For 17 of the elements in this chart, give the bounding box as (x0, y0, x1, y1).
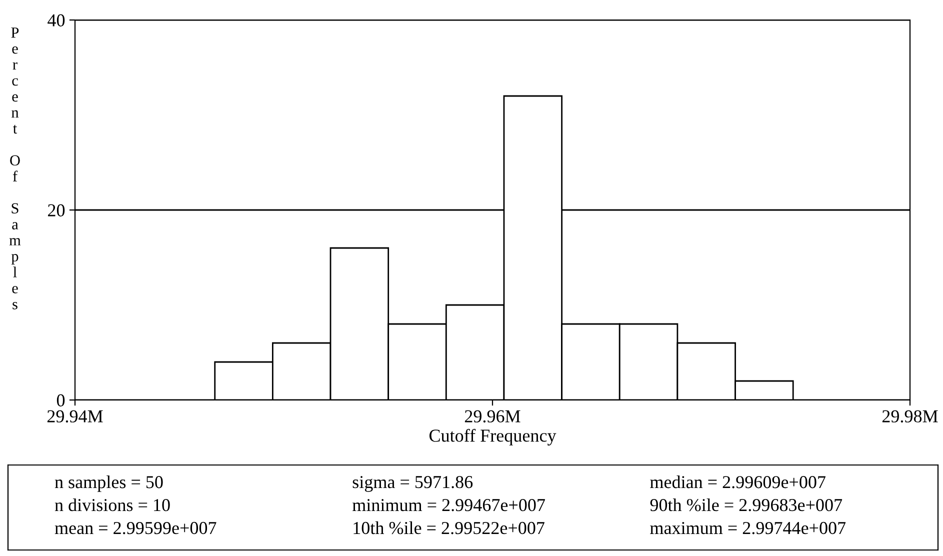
text: sigma = 5971.86 (352, 476, 473, 492)
text: minimum = 2.99467e+007 (352, 498, 545, 512)
x-tick-label: 29.96M (464, 410, 520, 423)
y-tick-label: 20 (48, 204, 65, 216)
y-tick-label: 0 (56, 394, 65, 406)
text: mean = 2.99599e+007 (54, 522, 216, 534)
text: Percent Of Samples (9, 28, 21, 310)
text: 90th %ile = 2.99683e+007 (650, 498, 842, 512)
x-tick-label: 29.98M (882, 410, 938, 423)
text: 10th %ile = 2.99522e+007 (354, 521, 544, 534)
text: median = 2.99609e+007 (650, 476, 826, 488)
x-axis-title: Cutoff Frequency (429, 428, 556, 446)
text: maximum = 2.99744e+007 (650, 522, 846, 534)
y-tick-label: 40 (48, 14, 65, 26)
text: n samples = 50 (54, 476, 163, 492)
x-tick-label: 29.94M (47, 410, 103, 423)
text: n divisions = 10 (54, 498, 170, 512)
